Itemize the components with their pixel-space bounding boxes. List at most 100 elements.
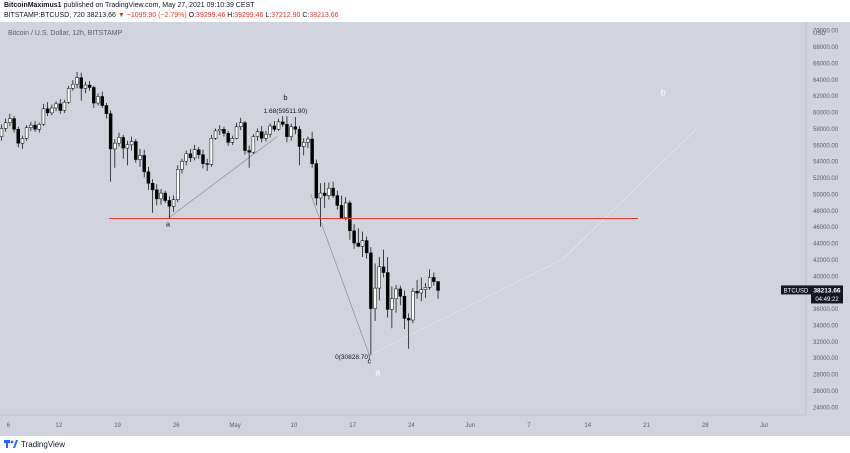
- candle: [104, 103, 109, 119]
- y-tick-label: 58000.00: [813, 127, 839, 133]
- fib-label: 1.68(59511.90): [264, 108, 308, 115]
- chart-title: Bitcoin / U.S. Dollar, 12h, BITSTAMP: [8, 30, 123, 37]
- candle: [180, 158, 184, 174]
- low-label: L:: [265, 12, 272, 19]
- candle: [327, 182, 331, 200]
- candle-body: [62, 101, 67, 111]
- x-tick-label: 26: [173, 423, 180, 429]
- tradingview-logo[interactable]: TradingView: [4, 439, 65, 449]
- low-value: 37212.90: [271, 12, 301, 19]
- candle: [306, 136, 310, 149]
- candle: [79, 72, 83, 101]
- candle: [87, 80, 92, 91]
- candle-body: [213, 130, 218, 139]
- candle: [209, 134, 214, 167]
- candle-body: [201, 154, 205, 164]
- candle: [293, 116, 298, 135]
- candle: [201, 149, 205, 169]
- candle: [8, 113, 12, 126]
- candle-body: [150, 183, 155, 191]
- fib-label: 0(30828.70): [335, 354, 370, 361]
- candle: [184, 150, 188, 166]
- candle-body: [222, 129, 226, 134]
- candle: [423, 283, 428, 298]
- candle: [138, 148, 142, 167]
- y-tick-label: 56000.00: [813, 143, 839, 149]
- candle-body: [293, 126, 298, 130]
- candle: [272, 121, 277, 132]
- y-tick-label: 52000.00: [813, 176, 839, 182]
- price-axis[interactable]: [806, 22, 850, 415]
- candle-body: [306, 138, 310, 143]
- x-tick-label: 6: [7, 423, 11, 429]
- candle: [285, 116, 289, 143]
- candle: [121, 134, 125, 159]
- candle: [381, 249, 386, 278]
- footer-bar: TradingView: [0, 436, 850, 453]
- candle-body: [83, 84, 88, 89]
- candle-body: [318, 192, 323, 199]
- candle: [134, 139, 138, 163]
- author-name[interactable]: BitcoinMaximus1: [4, 2, 62, 9]
- candle: [0, 124, 4, 141]
- candle-body: [331, 187, 335, 196]
- candle: [66, 85, 71, 104]
- candle: [117, 132, 121, 147]
- price-change: ▼ −1095.90 (−2.79%): [117, 12, 187, 19]
- candle-body: [20, 138, 25, 144]
- candle: [394, 284, 398, 313]
- candle: [398, 285, 402, 306]
- candle: [218, 125, 222, 135]
- x-tick-label: 17: [349, 423, 356, 429]
- candle: [129, 136, 134, 151]
- trend-line: [167, 136, 278, 219]
- tradingview-icon: [4, 440, 18, 448]
- candle-body: [381, 266, 386, 273]
- candle: [281, 116, 285, 127]
- y-tick-label: 36000.00: [813, 307, 839, 313]
- candle-body: [121, 137, 125, 149]
- candle-body: [402, 296, 407, 319]
- candle: [155, 184, 159, 206]
- candles: [0, 71, 440, 356]
- x-tick-label: Jun: [465, 423, 475, 429]
- candle-body: [348, 202, 352, 232]
- candle-body: [373, 287, 377, 309]
- candle: [125, 140, 130, 166]
- candle-body: [364, 240, 369, 254]
- x-tick-label: 21: [643, 423, 650, 429]
- x-tick-label: 28: [702, 423, 709, 429]
- price-tag-countdown: 04:49:22: [815, 297, 839, 303]
- price-chart[interactable]: Bitcoin / U.S. Dollar, 12h, BITSTAMP 240…: [0, 22, 850, 436]
- candle-body: [180, 160, 184, 170]
- time-axis[interactable]: [0, 415, 850, 436]
- candle: [12, 116, 16, 133]
- candle-body: [297, 129, 302, 147]
- candle: [385, 256, 390, 318]
- y-tick-label: 54000.00: [813, 160, 839, 166]
- trend-line: [562, 128, 698, 260]
- candle-body: [184, 153, 188, 162]
- candle-body: [29, 124, 33, 128]
- candle: [188, 148, 193, 163]
- candle: [318, 183, 323, 227]
- candle: [255, 128, 260, 141]
- candle-body: [87, 84, 92, 88]
- candle-body: [390, 298, 394, 310]
- candle-body: [45, 108, 50, 114]
- candle: [16, 126, 20, 148]
- ohlc-line: BITSTAMP:BTCUSD, 720 38213.66 ▼ −1095.90…: [4, 12, 339, 19]
- x-tick-label: 7: [527, 423, 531, 429]
- candle-body: [255, 131, 260, 137]
- candle: [197, 147, 201, 159]
- candle-body: [108, 113, 113, 150]
- candle: [310, 131, 314, 168]
- candle-body: [66, 88, 71, 103]
- series-label-box: [781, 285, 811, 295]
- y-tick-label: 50000.00: [813, 192, 839, 198]
- y-tick-label: 40000.00: [813, 274, 839, 280]
- header-bar: BitcoinMaximus1 published on TradingView…: [0, 0, 850, 22]
- candle: [50, 104, 54, 116]
- candle: [62, 99, 67, 113]
